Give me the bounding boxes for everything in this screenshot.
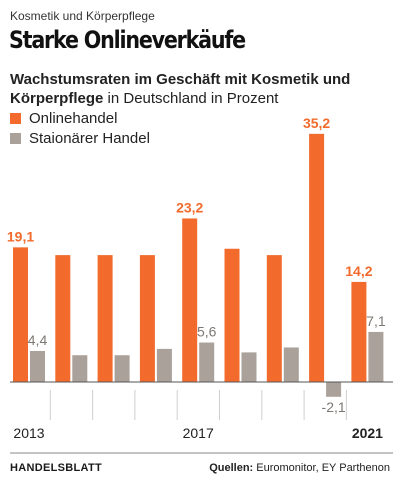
stationary-bar-2014	[72, 355, 88, 382]
sources-label: Quellen:	[209, 462, 254, 474]
stationary-bar-2019	[283, 347, 299, 382]
stationary-bar-2018	[241, 352, 257, 382]
subtitle-rest: in Deutschland in Prozent	[103, 90, 279, 107]
stationary-bar-2016	[156, 348, 172, 382]
x-tick-label-2013: 2013	[13, 425, 44, 441]
sources-text: Euromonitor, EY Parthenon	[253, 462, 390, 474]
stationary-bar-2013	[30, 350, 45, 382]
online-bar-2014	[55, 255, 71, 382]
online-bar-2017	[182, 218, 198, 382]
online-bar-2016	[139, 255, 155, 382]
legend-swatch-online	[10, 113, 21, 124]
sources-note: Quellen: Euromonitor, EY Parthenon	[209, 462, 390, 474]
x-tick-label-2017: 2017	[183, 425, 214, 441]
online-value-label-2021: 14,2	[345, 263, 372, 279]
online-bar-2018	[224, 248, 240, 382]
online-value-label-2017: 23,2	[176, 199, 203, 215]
online-bar-2015	[97, 255, 113, 382]
stationary-bar-2017	[199, 342, 215, 382]
stationary-value-label-2020: -2,1	[322, 399, 346, 415]
stationary-value-label-2013: 4,4	[28, 332, 48, 348]
stationary-bar-2015	[114, 355, 130, 382]
chart-subtitle: Wachstumsraten im Geschäft mit Kosmetik …	[10, 70, 395, 108]
x-tick-label-2021: 2021	[352, 425, 383, 441]
online-bar-2020	[309, 133, 325, 382]
stationary-value-label-2021: 7,1	[366, 313, 386, 329]
online-value-label-2013: 19,1	[7, 228, 34, 244]
legend-item-online: Onlinehandel	[10, 110, 117, 127]
subtitle-bold: Wachstumsraten im Geschäft mit Kosmetik …	[10, 71, 351, 107]
legend-item-stationary: Staionärer Handel	[10, 130, 150, 147]
online-bar-2019	[266, 255, 282, 382]
topic-label: Kosmetik und Körperpflege	[10, 9, 155, 23]
online-value-label-2020: 35,2	[303, 115, 330, 131]
legend-label-stationary: Staionärer Handel	[29, 130, 150, 147]
brand-label: HANDELSBLATT	[10, 462, 102, 474]
legend-swatch-stationary	[10, 133, 21, 144]
stationary-value-label-2017: 5,6	[197, 324, 217, 340]
headline: Starke Onlineverkäufe	[9, 26, 246, 54]
online-bar-2021	[351, 281, 367, 382]
legend-label-online: Onlinehandel	[29, 110, 118, 127]
online-bar-2013	[13, 247, 28, 382]
stationary-bar-2020	[326, 382, 342, 397]
stationary-bar-2021	[368, 331, 384, 382]
